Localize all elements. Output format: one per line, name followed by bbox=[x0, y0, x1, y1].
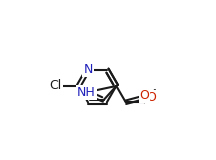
Text: N: N bbox=[83, 63, 93, 76]
Text: O: O bbox=[146, 91, 156, 104]
Text: NH: NH bbox=[77, 86, 96, 99]
Text: Cl: Cl bbox=[49, 80, 62, 92]
Text: O: O bbox=[140, 89, 149, 102]
